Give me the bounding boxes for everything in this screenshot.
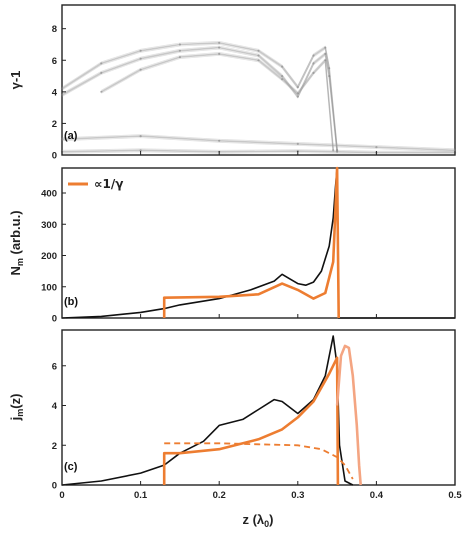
panel-c-frame: [61, 329, 456, 486]
phase-space-point: [257, 59, 260, 62]
series-line: [335, 344, 362, 486]
phase-space-point: [281, 78, 284, 81]
phase-space-trace: [61, 44, 338, 152]
panel-c-xlabel: z (λ0): [242, 512, 273, 529]
phase-space-point: [296, 92, 299, 95]
ytick-label: 100: [41, 282, 57, 293]
phase-space-point: [60, 138, 64, 141]
phase-space-point: [375, 146, 378, 149]
series-line: [164, 442, 354, 480]
panel-a-frame: [61, 4, 456, 156]
phase-space-point: [296, 86, 299, 89]
phase-space-point: [281, 75, 284, 78]
phase-space-point: [139, 149, 142, 152]
phase-space-point: [453, 149, 457, 152]
phase-space-point: [324, 46, 327, 49]
phase-space-trace: [61, 45, 338, 149]
phase-space-point: [336, 150, 339, 153]
series-line: [162, 356, 340, 486]
phase-space-point: [139, 135, 142, 138]
phase-space-trace: [101, 52, 334, 149]
phase-space-trace: [61, 135, 456, 152]
phase-space-point: [139, 68, 142, 71]
xtick-label: 0.3: [291, 490, 304, 501]
phase-space-point: [312, 71, 315, 74]
phase-space-point: [178, 56, 181, 59]
xtick-label: 0.5: [448, 490, 462, 501]
xtick-label: 0: [59, 490, 64, 501]
ytick-label: 200: [41, 251, 57, 262]
ytick-label: 4: [52, 87, 58, 98]
phase-space-point: [218, 46, 221, 49]
phase-space-trace: [61, 48, 338, 152]
ytick-label: 0: [52, 481, 57, 492]
phase-space-point: [312, 62, 315, 65]
phase-space-point: [257, 54, 260, 57]
panel-b-ylabel: Nm (arb.u.): [8, 210, 25, 275]
ytick-label: 6: [52, 361, 57, 372]
phase-space-point: [139, 57, 142, 60]
ytick-label: 300: [41, 220, 57, 231]
phase-space-point: [100, 71, 103, 74]
series-line: [162, 166, 340, 319]
phase-space-point: [60, 87, 64, 90]
phase-space-point: [281, 65, 284, 68]
phase-space-point: [218, 139, 221, 142]
xtick-label: 0.1: [134, 490, 148, 501]
phase-space-point: [324, 52, 327, 56]
phase-space-trace: [100, 53, 334, 151]
phase-space-point: [218, 52, 221, 56]
phase-space-trace: [61, 41, 338, 149]
panel-a-ylabel: γ-1: [8, 71, 23, 90]
panel-c-label: (c): [64, 461, 78, 473]
phase-space-point: [324, 59, 327, 62]
phase-space-point: [296, 142, 299, 145]
phase-space-point: [60, 93, 64, 97]
phase-space-trace: [61, 42, 338, 151]
phase-space-point: [332, 149, 335, 152]
xtick-label: 0.2: [213, 490, 226, 501]
ytick-label: 0: [52, 314, 57, 325]
panel-a-label: (a): [64, 130, 78, 142]
ytick-label: 8: [52, 24, 57, 35]
ytick-label: 4: [52, 401, 58, 412]
panel-b-frame: [61, 167, 456, 319]
phase-space-point: [218, 41, 221, 45]
phase-space-point: [296, 95, 299, 98]
series-line: [61, 335, 354, 486]
ytick-label: 0: [52, 151, 57, 162]
phase-space-trace: [61, 46, 338, 151]
phase-space-point: [328, 75, 331, 78]
legend-label: ∝1/γ: [94, 177, 123, 191]
phase-space-point: [100, 90, 103, 93]
phase-space-trace: [101, 55, 334, 152]
ytick-label: 400: [41, 189, 57, 200]
phase-space-trace: [61, 137, 456, 153]
ytick-label: 2: [52, 441, 57, 452]
ytick-label: 2: [52, 119, 57, 130]
xtick-label: 0.4: [370, 490, 384, 501]
phase-space-point: [100, 62, 103, 65]
phase-space-point: [312, 54, 315, 57]
phase-space-trace: [61, 134, 456, 150]
phase-space-point: [178, 43, 181, 46]
phase-space-point: [139, 49, 142, 52]
phase-space-point: [178, 49, 181, 52]
panel-b-label: (b): [64, 296, 78, 308]
phase-space-point: [257, 49, 260, 52]
panel-c-ylabel: jm(z): [8, 394, 25, 422]
ytick-label: 6: [52, 56, 57, 67]
